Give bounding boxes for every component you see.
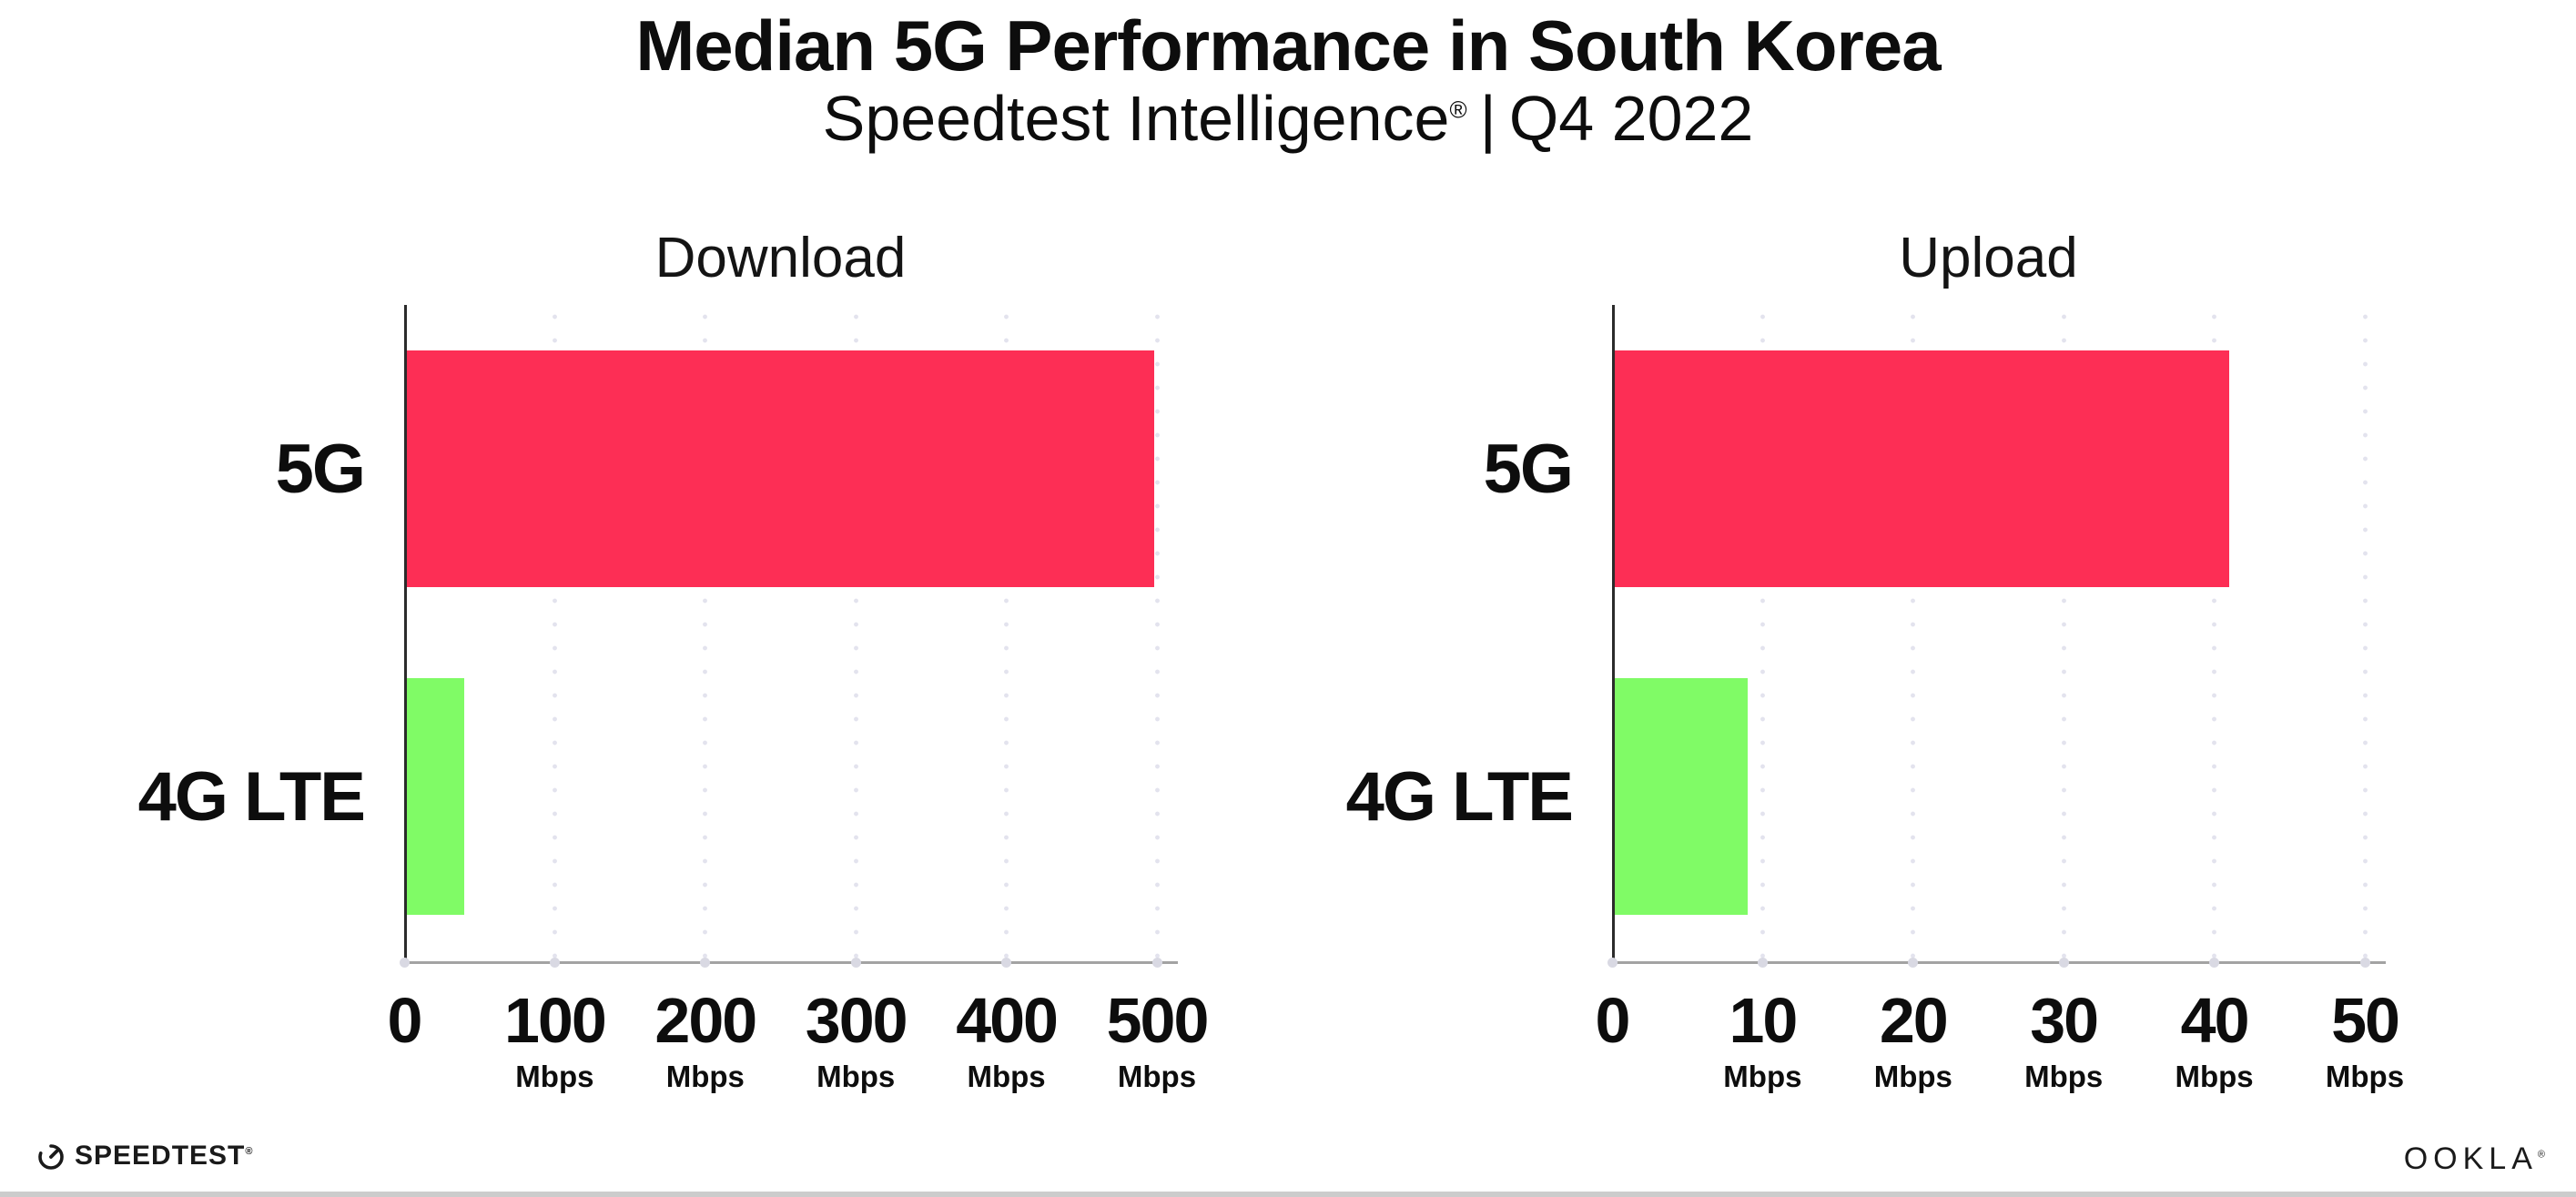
x-tick-label: 20 Mbps <box>1804 989 2023 1091</box>
subtitle-separator: | <box>1479 83 1496 154</box>
x-tick-value: 50 <box>2331 985 2400 1056</box>
x-tick-unit: Mbps <box>816 1060 896 1093</box>
x-tick-unit: Mbps <box>967 1060 1046 1093</box>
x-tick-label: 500 Mbps <box>1048 989 1266 1091</box>
gridline <box>2212 305 2217 961</box>
category-label-4g-lte: 4G LTE <box>1345 757 1574 836</box>
x-tick-value: 10 <box>1729 985 1798 1056</box>
x-tick-value: 500 <box>1106 985 1210 1056</box>
y-axis-line <box>404 305 407 964</box>
speedtest-wordmark: SPEEDTEST® <box>75 1141 254 1171</box>
axis-tick-dot <box>2209 958 2220 968</box>
x-tick-label: 300 Mbps <box>746 989 965 1091</box>
ookla-logo: OOKLA® <box>2403 1141 2545 1176</box>
axis-tick-dot <box>399 958 410 968</box>
category-label-5g: 5G <box>1483 430 1574 508</box>
x-tick-label: 40 Mbps <box>2105 989 2324 1091</box>
x-tick-unit: Mbps <box>2325 1060 2405 1093</box>
bottom-divider-line <box>0 1192 2576 1197</box>
x-tick-value: 40 <box>2180 985 2250 1056</box>
registered-mark: ® <box>1449 96 1467 124</box>
x-tick-value: 0 <box>387 985 423 1056</box>
gridline <box>2061 305 2066 961</box>
gridline <box>703 305 708 961</box>
x-tick-label: 400 Mbps <box>898 989 1116 1091</box>
upload-chart: Upload 0 10 Mbps 20 Mbps 30 Mbps 40 Mbps 50 Mbps 5G… <box>1346 218 2404 1129</box>
axis-tick-dot <box>2058 958 2069 968</box>
axis-tick-dot <box>700 958 711 968</box>
speedtest-registered-mark: ® <box>245 1146 254 1157</box>
x-tick-label: 100 Mbps <box>445 989 664 1091</box>
axis-tick-dot <box>1001 958 1012 968</box>
x-tick-value: 30 <box>2030 985 2099 1056</box>
x-tick-value: 200 <box>654 985 757 1056</box>
gridline <box>552 305 557 961</box>
gridline <box>2362 305 2368 961</box>
x-tick-unit: Mbps <box>515 1060 594 1093</box>
x-tick-label: 0 <box>1503 989 1721 1052</box>
x-tick-label: 30 Mbps <box>1954 989 2173 1091</box>
x-tick-label: 10 Mbps <box>1653 989 1871 1091</box>
x-tick-value: 100 <box>503 985 607 1056</box>
ookla-registered-mark: ® <box>2537 1149 2545 1161</box>
x-tick-unit: Mbps <box>2024 1060 2104 1093</box>
speedtest-logo: SPEEDTEST® <box>36 1140 253 1172</box>
x-tick-value: 20 <box>1879 985 1949 1056</box>
gridline <box>853 305 858 961</box>
axis-tick-dot <box>1607 958 1618 968</box>
bar-5g <box>1615 350 2230 587</box>
x-tick-unit: Mbps <box>2175 1060 2254 1093</box>
axis-tick-dot <box>2359 958 2370 968</box>
axis-tick-dot <box>1908 958 1919 968</box>
download-chart: Download 0 100 Mbps 200 Mbps 300 Mbps 400 Mbps 50… <box>138 218 1210 1129</box>
x-tick-unit: Mbps <box>1873 1060 1952 1093</box>
x-tick-unit: Mbps <box>665 1060 745 1093</box>
category-label-4g-lte: 4G LTE <box>137 757 366 836</box>
x-tick-value: 400 <box>956 985 1059 1056</box>
chart-title: Download <box>654 227 907 289</box>
x-tick-value: 300 <box>805 985 908 1056</box>
bar-5g <box>407 350 1154 587</box>
axis-tick-dot <box>549 958 560 968</box>
page-title: Median 5G Performance in South Korea <box>635 5 1941 86</box>
gridline <box>1760 305 1765 961</box>
plot-area: 0 100 Mbps 200 Mbps 300 Mbps 400 Mbps 500 Mbps 5G 4G… <box>138 305 1209 1091</box>
bar-4g-lte <box>1615 678 1748 915</box>
speedtest-gauge-icon <box>38 1144 64 1170</box>
x-axis-line <box>404 961 1178 964</box>
page-subtitle: Speedtest Intelligence® | Q4 2022 <box>0 84 2576 154</box>
chart-title: Upload <box>1899 227 2078 289</box>
subtitle-period: Q4 2022 <box>1508 83 1754 154</box>
x-axis-line <box>1612 961 2386 964</box>
gridline <box>1154 305 1160 961</box>
category-label-5g: 5G <box>275 430 366 508</box>
gridline <box>1911 305 1916 961</box>
axis-tick-dot <box>1757 958 1768 968</box>
x-tick-unit: Mbps <box>1723 1060 1802 1093</box>
x-tick-label: 0 <box>295 989 513 1052</box>
x-tick-value: 0 <box>1595 985 1631 1056</box>
x-tick-label: 50 Mbps <box>2256 989 2474 1091</box>
axis-tick-dot <box>1151 958 1162 968</box>
gridline <box>1004 305 1009 961</box>
plot-area: 0 10 Mbps 20 Mbps 30 Mbps 40 Mbps 50 Mbps 5G 4G LTE <box>1346 305 2404 1091</box>
bar-4g-lte <box>407 678 465 915</box>
y-axis-line <box>1612 305 1615 964</box>
axis-tick-dot <box>850 958 861 968</box>
x-tick-label: 200 Mbps <box>596 989 815 1091</box>
x-tick-unit: Mbps <box>1117 1060 1197 1093</box>
subtitle-brand: Speedtest Intelligence <box>822 83 1450 154</box>
